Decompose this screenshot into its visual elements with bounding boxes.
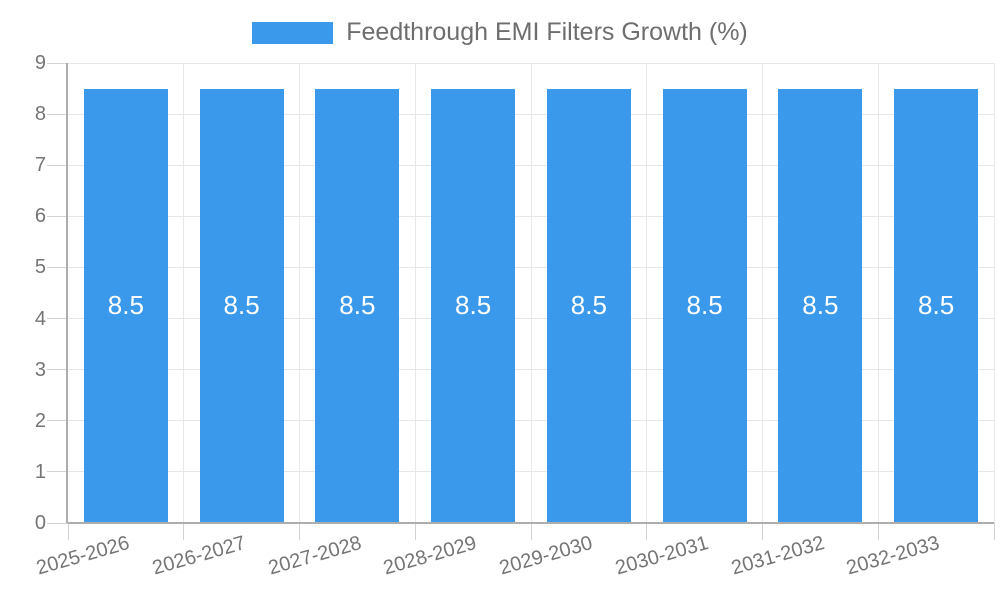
x-tick (993, 523, 995, 540)
x-tick-label: 2025-2026 (34, 531, 133, 580)
bar[interactable]: 8.5 (199, 88, 284, 523)
x-tick-label: 2029-2030 (497, 531, 596, 580)
bar[interactable]: 8.5 (546, 88, 631, 523)
bar-value-label: 8.5 (918, 290, 955, 321)
x-tick-label: 2026-2027 (149, 531, 248, 580)
x-tick (646, 523, 648, 540)
bar-value-label: 8.5 (570, 290, 607, 321)
bar[interactable]: 8.5 (778, 88, 863, 523)
x-tick (530, 523, 532, 540)
x-tick-label: 2027-2028 (265, 531, 364, 580)
y-tick-label: 0 (34, 512, 46, 534)
bar-value-label: 8.5 (107, 290, 144, 321)
legend: Feedthrough EMI Filters Growth (%) (0, 18, 1000, 47)
y-tick-label: 8 (34, 103, 46, 126)
y-tick-label: 3 (34, 358, 46, 381)
x-tick (762, 523, 763, 540)
x-tick (877, 523, 879, 540)
y-tick-label: 1 (34, 460, 46, 483)
x-tick (67, 523, 69, 540)
x-tick (414, 523, 416, 540)
bar-value-label: 8.5 (686, 290, 723, 321)
y-tick-label: 5 (34, 256, 46, 279)
y-tick-label: 7 (34, 154, 46, 177)
x-gridline (183, 63, 185, 523)
bar-value-label: 8.5 (223, 290, 260, 321)
x-tick-label: 2032-2033 (844, 531, 943, 580)
bar[interactable]: 8.5 (662, 88, 747, 523)
y-tick-label: 4 (34, 307, 46, 330)
y-tick (47, 215, 68, 217)
x-tick-label: 2028-2029 (381, 531, 480, 580)
y-tick (47, 62, 68, 64)
legend-item[interactable]: Feedthrough EMI Filters Growth (%) (252, 18, 748, 47)
x-tick-label: 2031-2032 (728, 531, 827, 580)
y-tick (47, 266, 68, 268)
x-gridline (299, 63, 300, 523)
x-gridline (877, 63, 879, 523)
x-tick (299, 523, 300, 540)
y-tick (47, 113, 68, 115)
bar[interactable]: 8.5 (83, 88, 168, 523)
x-tick (183, 523, 185, 540)
y-tick-label: 9 (34, 52, 46, 74)
y-tick-label: 2 (34, 409, 46, 432)
y-tick (47, 318, 68, 320)
y-tick (47, 522, 68, 524)
bar[interactable]: 8.5 (894, 88, 979, 523)
legend-label: Feedthrough EMI Filters Growth (%) (346, 18, 748, 46)
x-tick-label: 2030-2031 (612, 531, 711, 580)
y-tick (47, 420, 68, 422)
y-tick (47, 164, 68, 166)
bar-value-label: 8.5 (455, 290, 492, 321)
x-axis-line (68, 522, 994, 524)
x-gridline (414, 63, 416, 523)
x-gridline (993, 63, 995, 523)
y-tick-label: 6 (34, 205, 46, 228)
bar[interactable]: 8.5 (431, 88, 516, 523)
y-tick (47, 369, 68, 371)
bar[interactable]: 8.5 (315, 88, 400, 523)
y-axis-line (66, 63, 68, 523)
legend-swatch (252, 21, 334, 44)
y-tick (47, 471, 68, 473)
bar-value-label: 8.5 (802, 290, 839, 321)
x-gridline (646, 63, 648, 523)
bar-value-label: 8.5 (339, 290, 376, 321)
x-gridline (530, 63, 532, 523)
x-gridline (762, 63, 763, 523)
